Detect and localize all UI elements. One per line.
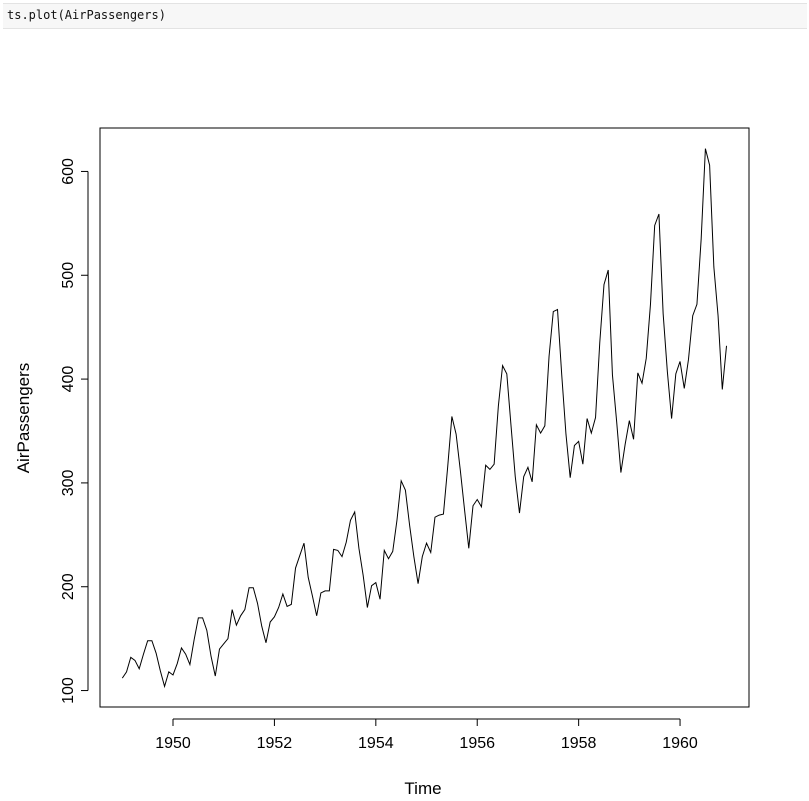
code-command[interactable]: ts.plot(AirPassengers) [7,8,166,22]
y-tick-label: 300 [60,469,77,496]
y-tick-label: 500 [60,262,77,289]
x-tick-label: 1950 [155,735,191,752]
y-tick-label: 400 [60,366,77,393]
time-series-plot: 1950 1952 1954 1956 1958 1960 100 200 300 400 500… [14,127,750,798]
x-tick-label: 1952 [257,735,293,752]
series-line-0 [121,148,728,689]
x-tick-label: 1958 [561,735,597,752]
y-tick-label: 600 [60,158,77,185]
x-tick-label: 1960 [662,735,698,752]
x-tick-label: 1956 [459,735,495,752]
plot-output: 1950 1952 1954 1956 1958 1960 100 200 300 400 500… [3,29,809,801]
x-axis-label: Time [404,779,441,798]
code-cell[interactable]: ts.plot(AirPassengers) [3,3,807,29]
y-tick-label: 200 [60,573,77,600]
plot-box [99,127,750,708]
y-axis-label: AirPassengers [14,363,33,474]
x-tick-label: 1954 [358,735,394,752]
y-tick-label: 100 [60,677,77,704]
